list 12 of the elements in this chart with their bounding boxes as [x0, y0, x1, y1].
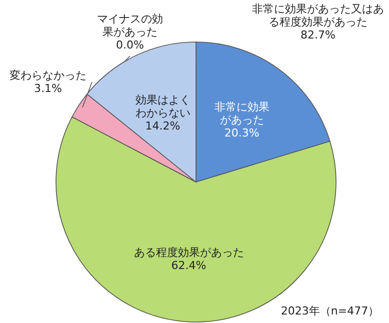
text: 0.0%	[116, 38, 144, 52]
slice-label: 効果はよくわからない	[135, 93, 190, 120]
data-label: 62.4%	[171, 258, 206, 272]
text: 非常に効果があった又はある程度効果があった 82.7%	[251, 2, 385, 42]
slice-label: 変わらなかった	[10, 69, 86, 82]
data-label: 14.2%	[145, 119, 180, 132]
slice-label: ある程度効果があった	[134, 246, 244, 259]
data-label: 3.1%	[34, 82, 62, 95]
data-label: 20.3%	[224, 126, 260, 140]
text: 2023年（n=477）	[280, 304, 380, 318]
category-label: マイナスの効果があった	[97, 12, 163, 38]
slice-label: 非常に効果があった	[214, 100, 270, 127]
